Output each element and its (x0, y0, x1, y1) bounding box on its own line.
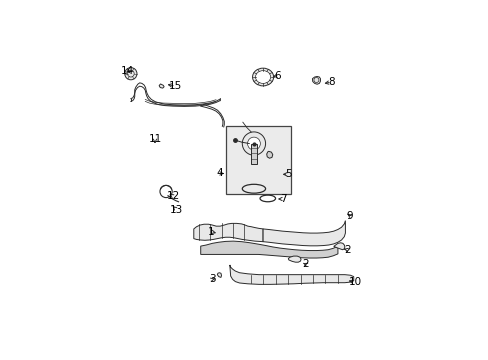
Text: 12: 12 (166, 191, 179, 201)
Text: 7: 7 (279, 194, 286, 204)
Ellipse shape (252, 68, 273, 86)
Polygon shape (159, 84, 164, 88)
Text: 9: 9 (346, 211, 352, 221)
Text: 2: 2 (302, 260, 309, 269)
Text: 6: 6 (274, 71, 281, 81)
Polygon shape (263, 221, 345, 246)
Polygon shape (266, 151, 272, 158)
Circle shape (247, 137, 260, 150)
FancyBboxPatch shape (226, 126, 290, 194)
Polygon shape (217, 273, 221, 278)
Circle shape (124, 68, 137, 80)
Polygon shape (229, 265, 353, 284)
Text: 5: 5 (285, 169, 291, 179)
Ellipse shape (255, 71, 270, 84)
Text: 14: 14 (121, 66, 134, 76)
Text: 13: 13 (169, 204, 183, 215)
Polygon shape (288, 256, 301, 262)
Polygon shape (333, 243, 344, 250)
Polygon shape (193, 223, 263, 242)
Circle shape (242, 132, 265, 155)
Text: 3: 3 (208, 274, 215, 284)
Text: 15: 15 (169, 81, 182, 91)
Text: 11: 11 (148, 134, 161, 144)
Text: 4: 4 (216, 168, 223, 179)
Text: 2: 2 (343, 245, 350, 255)
Bar (251, 144, 257, 164)
Text: 8: 8 (328, 77, 334, 87)
Polygon shape (200, 241, 337, 258)
Polygon shape (312, 76, 320, 84)
Text: 1: 1 (207, 227, 214, 237)
Text: 10: 10 (348, 277, 361, 287)
